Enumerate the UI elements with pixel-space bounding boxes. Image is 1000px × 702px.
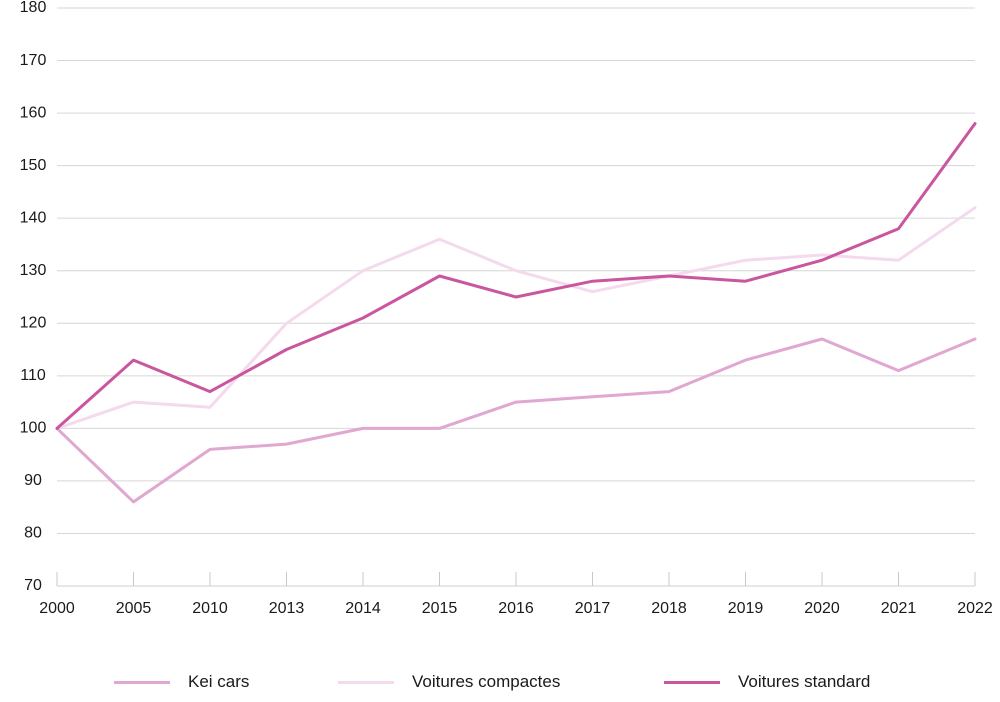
- x-axis-tick-labels: 2000 2005 2010 2013 2014 2015 2016 2017 2018 2019…: [39, 600, 993, 617]
- x-tick-label: 2019: [728, 600, 764, 617]
- legend-item-kei-cars: Kei cars: [114, 672, 249, 692]
- x-tick-label: 2020: [804, 600, 840, 617]
- y-tick-label: 70: [24, 577, 42, 594]
- x-tick-label: 2015: [422, 600, 458, 617]
- legend-swatch: [114, 680, 170, 684]
- series-line-voitures-standard: [55, 122, 977, 430]
- x-tick-label: 2010: [192, 600, 228, 617]
- series-line-voitures-compactes: [55, 206, 977, 430]
- y-tick-label: 80: [24, 525, 42, 542]
- legend-label: Voitures standard: [738, 672, 871, 691]
- y-tick-label: 180: [20, 0, 47, 16]
- y-axis-tick-labels: 70 80 90 100 110 120 130 140 150 160 170 180: [20, 0, 47, 594]
- y-tick-label: 120: [20, 314, 47, 331]
- x-tick-label: 2014: [345, 600, 381, 617]
- y-tick-label: 150: [20, 157, 47, 174]
- series-line-kei-cars: [55, 337, 977, 504]
- y-tick-label: 170: [20, 52, 47, 69]
- legend-swatch: [338, 680, 394, 684]
- x-tick-label: 2016: [498, 600, 534, 617]
- x-tick-label: 2022: [957, 600, 993, 617]
- legend-label: Voitures compactes: [412, 672, 561, 691]
- legend-item-voitures-standard: Voitures standard: [664, 672, 870, 692]
- y-tick-label: 130: [20, 262, 47, 279]
- y-tick-label: 100: [20, 420, 47, 437]
- y-tick-label: 110: [20, 367, 46, 384]
- x-tick-label: 2000: [39, 600, 75, 617]
- y-tick-label: 90: [24, 472, 42, 489]
- x-tick-label: 2013: [269, 600, 305, 617]
- series-lines: [55, 122, 977, 504]
- legend-item-voitures-compactes: Voitures compactes: [338, 672, 560, 692]
- x-tick-label: 2017: [575, 600, 611, 617]
- y-tick-label: 140: [20, 209, 47, 226]
- legend-swatch: [664, 680, 720, 684]
- x-tick-label: 2018: [651, 600, 687, 617]
- legend-label: Kei cars: [188, 672, 250, 691]
- legend: Kei cars Voitures compactes Voitures sta…: [0, 672, 1000, 702]
- y-tick-label: 160: [20, 104, 47, 121]
- x-tick-label: 2005: [116, 600, 152, 617]
- x-axis: [56, 572, 976, 587]
- x-tick-label: 2021: [881, 600, 917, 617]
